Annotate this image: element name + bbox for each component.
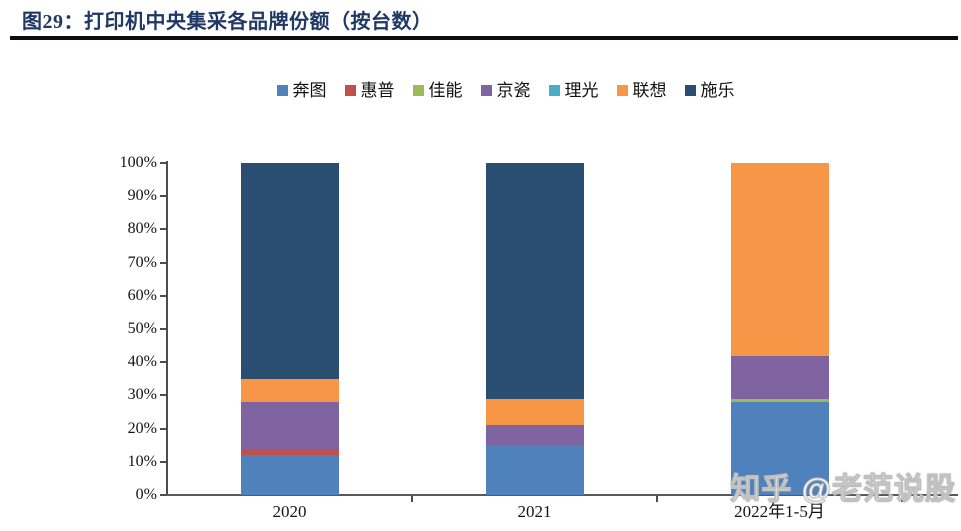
y-axis-tick-label: 20% [127, 419, 157, 437]
bar-segment [730, 398, 829, 403]
bar-segment [485, 445, 584, 495]
y-axis-tick [160, 162, 166, 164]
legend-label: 佳能 [428, 80, 463, 100]
legend-item: 联想 [616, 80, 667, 100]
y-axis-tick-label: 90% [127, 187, 157, 205]
y-axis-tick [160, 228, 166, 231]
legend-swatch-icon [344, 84, 356, 96]
y-axis-tick-label: 70% [127, 253, 157, 271]
y-axis-tick-label: 40% [127, 353, 157, 371]
y-axis-tick-label: 50% [127, 320, 157, 337]
y-axis-tick [160, 361, 166, 364]
legend-swatch-icon [276, 84, 288, 96]
legend-label: 京瓷 [496, 80, 531, 100]
chart-legend: 奔图 惠普 佳能 京瓷 理光 联想 施乐 [0, 79, 961, 101]
legend-item: 理光 [548, 80, 599, 100]
y-axis-tick [160, 328, 166, 330]
bar-segment [485, 398, 584, 426]
bar-segment [730, 163, 829, 356]
bar-segment [240, 402, 339, 449]
y-axis-tick [160, 261, 166, 264]
y-axis-tick [160, 427, 166, 430]
legend-item: 京瓷 [480, 80, 531, 100]
bar-segment [730, 355, 829, 399]
y-axis-tick-label: 100% [119, 154, 157, 171]
title-divider [10, 36, 958, 40]
x-axis-category-label: 2022年1-5月 [734, 502, 825, 521]
watermark: 知乎 @老范说股 [730, 473, 956, 507]
y-axis-tick-label: 30% [127, 386, 157, 404]
y-axis-tick [160, 294, 166, 297]
legend-label: 奔图 [292, 80, 327, 100]
legend-item: 佳能 [412, 80, 463, 100]
legend-label: 惠普 [360, 80, 395, 100]
bar-segment [240, 163, 339, 379]
legend-item: 施乐 [684, 80, 735, 100]
legend-item: 惠普 [344, 80, 395, 100]
bar-segment [240, 455, 339, 495]
x-axis-tick [901, 496, 903, 502]
y-axis-line [166, 161, 168, 496]
legend-item: 奔图 [276, 80, 327, 100]
x-axis-category-label: 2020 [272, 502, 307, 521]
legend-swatch-icon [480, 84, 492, 96]
bar-segment [240, 448, 339, 456]
legend-swatch-icon [412, 84, 424, 96]
x-axis-line [166, 494, 958, 496]
bar-segment [730, 402, 829, 495]
legend-label: 联想 [632, 80, 667, 100]
y-axis-tick [160, 494, 166, 496]
figure-title: 图29：打印机中央集采各品牌份额（按台数） [22, 11, 433, 33]
x-axis-category-label: 2021 [517, 502, 552, 521]
bar-segment [240, 378, 339, 403]
legend-swatch-icon [616, 84, 628, 96]
legend-swatch-icon [684, 84, 696, 96]
legend-label: 施乐 [700, 80, 735, 100]
y-axis-tick [160, 394, 166, 397]
x-axis-tick [656, 496, 658, 502]
bar-segment [485, 163, 584, 399]
y-axis-tick-label: 80% [127, 220, 157, 238]
legend-swatch-icon [548, 84, 560, 96]
legend-label: 理光 [564, 80, 599, 100]
x-axis-tick [411, 496, 413, 502]
y-axis-tick [160, 195, 166, 198]
y-axis-tick-label: 0% [135, 486, 157, 503]
bar-segment [485, 425, 584, 446]
y-axis-tick [160, 460, 166, 463]
y-axis-tick-label: 10% [127, 452, 157, 470]
y-axis-tick-label: 60% [127, 286, 157, 304]
